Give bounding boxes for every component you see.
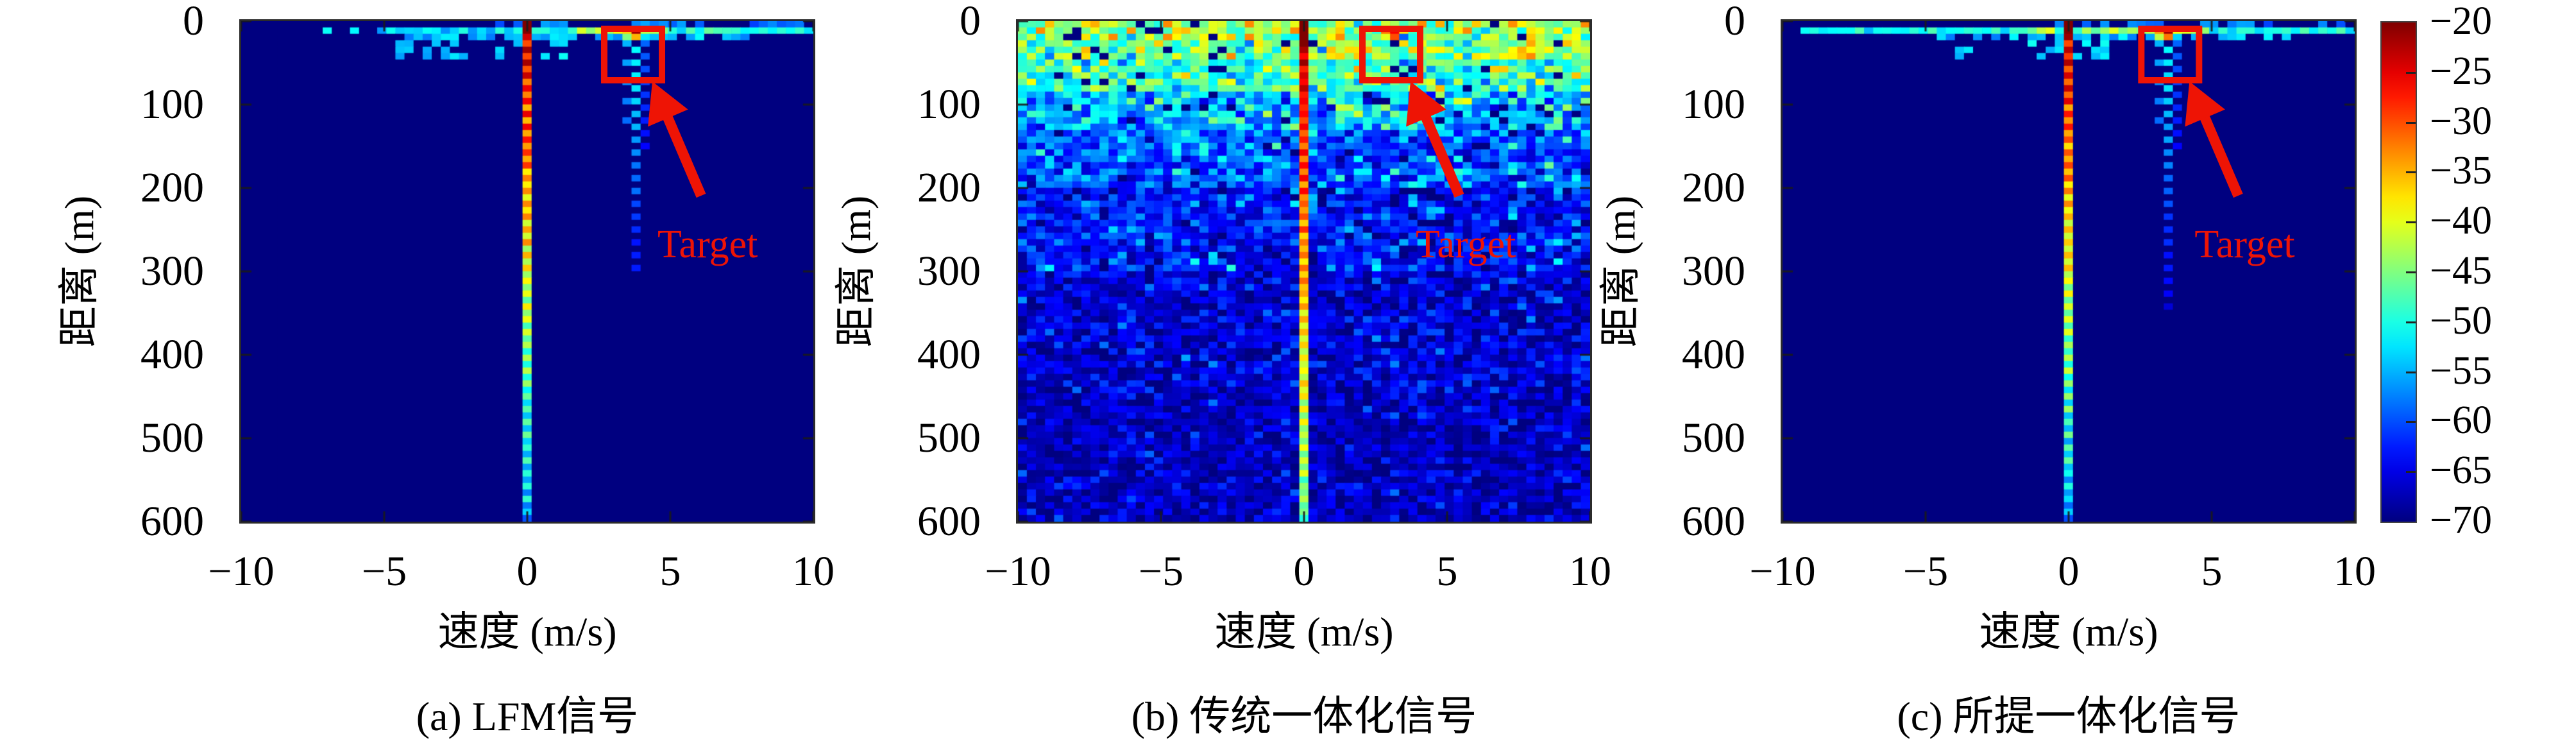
colorbar-tick-mark <box>2406 71 2416 74</box>
x-tick-label: −10 <box>1749 548 1816 595</box>
x-tick-label: −5 <box>1902 548 1949 595</box>
heatmap-canvas <box>1018 21 1590 522</box>
x-tick-label: 0 <box>516 548 538 595</box>
heatmap-plot-area: Target <box>1781 19 2357 524</box>
colorbar-tick-mark <box>2406 121 2416 124</box>
heatmap-plot-area: Target <box>1016 19 1592 524</box>
colorbar-tick-label: −60 <box>2430 398 2492 443</box>
colorbar-tick-mark <box>2406 471 2416 474</box>
x-tick-label: 10 <box>792 548 835 595</box>
colorbar-tick-label: −45 <box>2430 249 2492 293</box>
x-tick-label: 5 <box>659 548 681 595</box>
colorbar-tick-label: −55 <box>2430 348 2492 393</box>
heatmap-canvas <box>241 21 813 522</box>
range-doppler-subplot-c: 距离 (m) Target 速度 (m/s) (c) 所提一体化信号 0 100 2… <box>1598 0 2376 743</box>
x-axis-label: 速度 (m/s) <box>437 609 617 654</box>
x-tick-label: 5 <box>2201 548 2223 595</box>
colorbar <box>2380 21 2417 523</box>
x-tick-label: −5 <box>1138 548 1184 595</box>
colorbar-tick-label: −70 <box>2430 499 2492 542</box>
colorbar-tick-label: −30 <box>2430 99 2492 143</box>
y-tick-label: 0 <box>1724 0 1745 44</box>
y-tick-label: 200 <box>140 164 204 211</box>
heatmap-plot-area: Target <box>239 19 815 524</box>
colorbar-tick-mark <box>2406 371 2416 373</box>
y-tick-label: 600 <box>140 498 204 545</box>
x-tick-label: 10 <box>2334 548 2376 595</box>
x-tick-label: 0 <box>2058 548 2080 595</box>
y-tick-label: 500 <box>140 414 204 461</box>
colorbar-tick-mark <box>2406 421 2416 423</box>
colorbar-tick-label: −65 <box>2430 448 2492 493</box>
y-tick-label: 300 <box>140 248 204 295</box>
x-tick-label: −10 <box>208 548 275 595</box>
subplot-caption: (b) 传统一体化信号 <box>1131 694 1477 739</box>
y-tick-label: 300 <box>917 248 981 295</box>
subplot-caption: (c) 所提一体化信号 <box>1897 694 2241 739</box>
colorbar-tick-label: −25 <box>2430 49 2492 93</box>
colorbar-tick-label: −50 <box>2430 298 2492 343</box>
colorbar-tick-label: −20 <box>2430 0 2492 43</box>
heatmap-canvas <box>1783 21 2355 522</box>
y-tick-label: 200 <box>1682 164 1745 211</box>
x-axis-label: 速度 (m/s) <box>1214 609 1394 654</box>
y-tick-label: 500 <box>917 414 981 461</box>
x-tick-label: 0 <box>1293 548 1315 595</box>
y-tick-label: 0 <box>183 0 204 44</box>
y-tick-label: 600 <box>1682 498 1745 545</box>
colorbar-tick-label: −35 <box>2430 149 2492 193</box>
subplot-caption: (a) LFM信号 <box>416 694 639 739</box>
y-tick-label: 500 <box>1682 414 1745 461</box>
colorbar-tick-mark <box>2406 221 2416 224</box>
y-tick-label: 0 <box>960 0 981 44</box>
range-doppler-subplot-b: 距离 (m) Target 速度 (m/s) (b) 传统一体化信号 0 100 2… <box>833 0 1611 743</box>
colorbar-tick-label: −40 <box>2430 199 2492 243</box>
x-tick-label: −5 <box>361 548 407 595</box>
y-tick-label: 400 <box>1682 331 1745 378</box>
y-tick-label: 100 <box>140 81 204 128</box>
range-doppler-subplot-a: 距离 (m) Target 速度 (m/s) (a) LFM信号 0 100 200… <box>56 0 835 743</box>
colorbar-tick-mark <box>2406 321 2416 323</box>
y-tick-label: 100 <box>917 81 981 128</box>
y-tick-label: 100 <box>1682 81 1745 128</box>
x-axis-label: 速度 (m/s) <box>1979 609 2158 654</box>
y-tick-label: 200 <box>917 164 981 211</box>
x-tick-label: 10 <box>1569 548 1611 595</box>
y-tick-label: 300 <box>1682 248 1745 295</box>
y-tick-label: 400 <box>140 331 204 378</box>
colorbar-tick-mark <box>2406 271 2416 273</box>
colorbar-tick-mark <box>2406 171 2416 174</box>
x-tick-label: −10 <box>985 548 1051 595</box>
y-tick-label: 600 <box>917 498 981 545</box>
y-tick-label: 400 <box>917 331 981 378</box>
x-tick-label: 5 <box>1436 548 1458 595</box>
